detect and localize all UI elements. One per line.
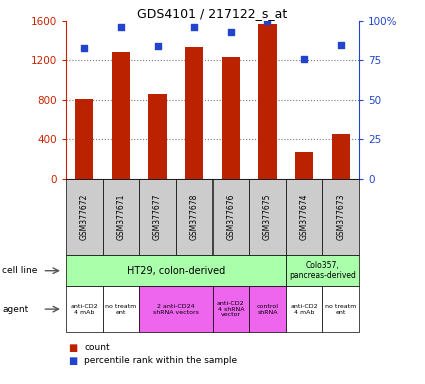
Text: GSM377672: GSM377672 <box>80 194 89 240</box>
Point <box>117 24 124 30</box>
Text: Colo357,
pancreas-derived: Colo357, pancreas-derived <box>289 261 356 280</box>
Text: cell line: cell line <box>2 266 37 275</box>
Point <box>191 24 198 30</box>
Text: ■: ■ <box>68 356 77 366</box>
Title: GDS4101 / 217122_s_at: GDS4101 / 217122_s_at <box>137 7 288 20</box>
Text: anti-CD2
4 mAb: anti-CD2 4 mAb <box>290 304 318 314</box>
Text: GSM377671: GSM377671 <box>116 194 125 240</box>
Text: no treatm
ent: no treatm ent <box>325 304 357 314</box>
Bar <box>295 152 313 179</box>
Bar <box>75 99 94 179</box>
Bar <box>185 47 203 179</box>
Bar <box>148 94 167 179</box>
Point <box>81 45 88 51</box>
Point <box>264 18 271 24</box>
Text: GSM377677: GSM377677 <box>153 194 162 240</box>
Text: count: count <box>84 343 110 352</box>
Text: GSM377675: GSM377675 <box>263 194 272 240</box>
Text: control
shRNA: control shRNA <box>256 304 278 314</box>
Point <box>301 56 308 62</box>
Text: GSM377678: GSM377678 <box>190 194 198 240</box>
Bar <box>332 134 350 179</box>
Text: GSM377674: GSM377674 <box>300 194 309 240</box>
Text: 2 anti-CD24
shRNA vectors: 2 anti-CD24 shRNA vectors <box>153 304 199 314</box>
Point <box>154 43 161 50</box>
Text: anti-CD2
4 mAb: anti-CD2 4 mAb <box>71 304 98 314</box>
Text: agent: agent <box>2 305 28 314</box>
Bar <box>258 24 277 179</box>
Text: ■: ■ <box>68 343 77 353</box>
Text: percentile rank within the sample: percentile rank within the sample <box>84 356 237 366</box>
Text: GSM377673: GSM377673 <box>336 194 345 240</box>
Point <box>337 42 344 48</box>
Text: HT29, colon-derived: HT29, colon-derived <box>127 266 225 276</box>
Text: GSM377676: GSM377676 <box>227 194 235 240</box>
Bar <box>222 56 240 179</box>
Text: no treatm
ent: no treatm ent <box>105 304 136 314</box>
Bar <box>112 51 130 179</box>
Text: anti-CD2
4 shRNA
vector: anti-CD2 4 shRNA vector <box>217 301 245 318</box>
Point <box>227 29 234 35</box>
